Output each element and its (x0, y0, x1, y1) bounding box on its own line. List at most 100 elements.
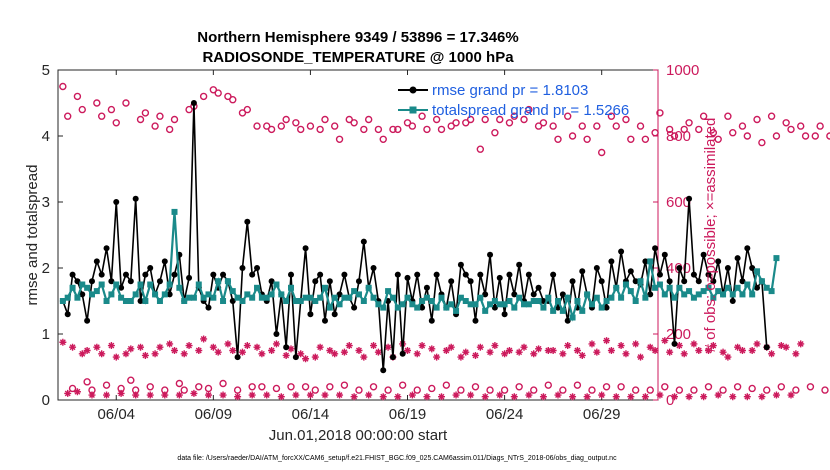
spread-point (559, 307, 566, 314)
obs-assimilated-point (404, 347, 412, 354)
rmse-point (656, 271, 663, 278)
obs-possible-point (636, 122, 645, 130)
obs-possible-point (588, 386, 596, 394)
spread-point (142, 298, 149, 304)
obs-possible-point (437, 125, 446, 134)
obs-possible-point (486, 386, 494, 394)
obs-assimilated-point (272, 340, 280, 348)
rmse-point (186, 274, 193, 281)
obs-assimilated-point (93, 343, 101, 351)
obs-possible-point (209, 86, 218, 94)
obs-possible-point (428, 384, 436, 393)
rmse-point (632, 278, 639, 285)
x-tick-label: 06/04 (97, 406, 135, 423)
spread-point (312, 298, 319, 304)
spread-point (59, 298, 66, 304)
obs-possible-point (530, 386, 538, 394)
spread-point (491, 298, 498, 304)
spread-point (380, 304, 387, 311)
rmse-point (399, 350, 406, 357)
spread-point (414, 304, 421, 311)
spread-point (113, 281, 120, 288)
obs-assimilated-point (195, 347, 203, 354)
obs-assimilated-point (229, 347, 237, 354)
rmse-point (321, 317, 328, 324)
rmse-point (705, 271, 712, 278)
spread-point (545, 294, 552, 301)
obs-possible-point (229, 95, 237, 104)
obs-possible-point (505, 119, 514, 127)
obs-possible-point (699, 112, 708, 120)
obs-possible-point (112, 119, 120, 127)
rmse-point (302, 245, 309, 252)
rmse-point (627, 268, 634, 275)
obs-possible-point (258, 383, 266, 391)
obs-possible-point (670, 132, 679, 140)
obs-assimilated-point (758, 393, 766, 401)
obs-assimilated-point (598, 391, 606, 399)
spread-point (268, 291, 275, 298)
rmse-point (467, 278, 474, 285)
x-axis: 06/04 06/09 06/14 06/19 06/24 06/29 (97, 70, 620, 423)
y-tick-label-left: 2 (42, 260, 50, 277)
series-obs-possible (59, 82, 830, 394)
rmse-point (579, 268, 586, 275)
obs-assimilated-point (238, 348, 246, 356)
obs-possible-point (738, 122, 747, 130)
obs-assimilated-point (127, 345, 135, 353)
obs-assimilated-point (302, 355, 310, 363)
y-tick-label-left: 0 (42, 392, 50, 409)
spread-point (88, 291, 95, 298)
rmse-point (137, 298, 144, 304)
obs-possible-point (83, 378, 91, 386)
rmse-point (516, 261, 523, 268)
obs-possible-point (724, 112, 732, 120)
x-tick-label: 06/19 (389, 406, 427, 423)
y-tick-label-right: 1000 (666, 62, 699, 79)
obs-possible-point (801, 132, 810, 140)
spread-point (540, 304, 547, 311)
obs-assimilated-point (675, 342, 683, 350)
spread-point (598, 304, 605, 311)
obs-possible-point (597, 148, 606, 157)
spread-point (754, 268, 761, 275)
rmse-point (448, 278, 455, 285)
rmse-point (156, 278, 163, 285)
obs-assimilated-point (132, 391, 140, 399)
obs-possible-point (398, 381, 407, 389)
spread-point (496, 301, 503, 308)
obs-possible-point (360, 125, 368, 134)
spread-point (647, 258, 654, 265)
obs-possible-point (496, 115, 504, 124)
obs-assimilated-point (515, 348, 523, 356)
spread-point (763, 284, 770, 291)
spread-point (336, 301, 343, 308)
spread-point (666, 284, 673, 291)
obs-assimilated-point (83, 347, 91, 354)
spread-point (516, 294, 523, 301)
spread-point (622, 281, 629, 288)
rmse-point (695, 278, 702, 285)
obs-assimilated-point (374, 348, 382, 356)
rmse-point (681, 278, 688, 285)
obs-assimilated-point (166, 340, 174, 348)
obs-assimilated-point (64, 389, 72, 397)
y-tick-label-right: 0 (666, 392, 674, 409)
obs-assimilated-point (700, 393, 708, 401)
obs-possible-point (602, 383, 611, 391)
rmse-point (103, 245, 110, 252)
rmse-point (744, 245, 751, 252)
obs-possible-point (651, 128, 659, 137)
spread-point (210, 294, 217, 301)
obs-possible-point (704, 383, 713, 391)
obs-assimilated-point (175, 391, 183, 399)
obs-possible-point (447, 122, 455, 130)
obs-possible-point (564, 112, 572, 120)
obs-possible-point (777, 383, 786, 391)
rmse-point (273, 331, 280, 337)
obs-assimilated-point (146, 391, 154, 399)
obs-possible-point (311, 386, 319, 394)
spread-point (705, 284, 712, 291)
spread-point (603, 298, 610, 304)
rmse-point (433, 271, 440, 278)
